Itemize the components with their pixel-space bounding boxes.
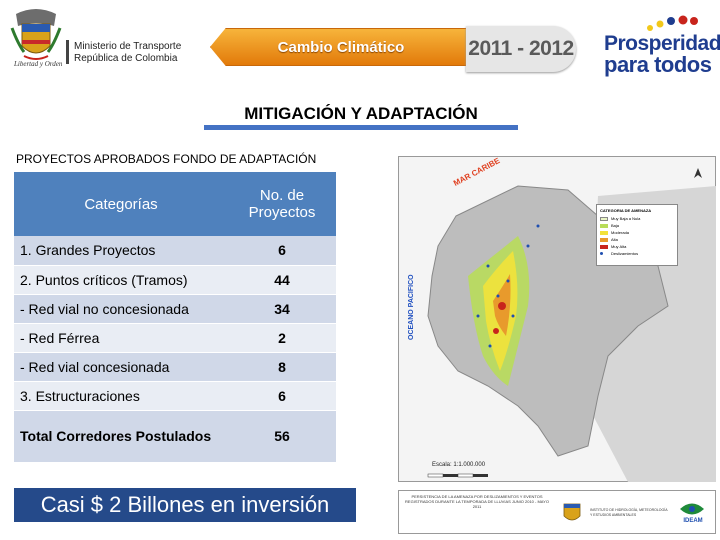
title-underline <box>204 125 518 130</box>
row-count: 8 <box>228 352 336 382</box>
table-row: - Red vial concesionada 8 <box>14 352 336 382</box>
ministry-divider <box>66 40 69 64</box>
legend-item: Muy Baja a Nula <box>600 215 674 222</box>
row-count: 2 <box>228 323 336 353</box>
legend-item: Moderada <box>600 229 674 236</box>
projects-table: Categorías No. de Proyectos 1. Grandes P… <box>14 172 336 463</box>
table-row: 2. Puntos críticos (Tramos) 44 <box>14 265 336 295</box>
map-footer-title: PERSISTENCIA DE LA AMENAZA POR DESLIZAMI… <box>405 494 549 509</box>
header-categories: Categorías <box>14 172 228 236</box>
crest-small-icon <box>563 503 581 521</box>
table-row: 1. Grandes Proyectos 6 <box>14 236 336 266</box>
legend-swatch <box>600 237 608 242</box>
ideam-institute-name: INSTITUTO DE HIDROLOGÍA, METEOROLOGÍA Y … <box>590 508 668 517</box>
legend-item: Alta <box>600 236 674 243</box>
ministry-line-2: República de Colombia <box>74 53 178 64</box>
row-category: - Red vial concesionada <box>14 352 228 382</box>
legend-label: Muy Alta <box>611 244 627 249</box>
legend-swatch <box>600 252 603 255</box>
prosperity-line-2: para todos <box>604 52 712 77</box>
label-pacific-ocean: OCEANO PACIFICO <box>408 274 415 340</box>
table-row: - Red Férrea 2 <box>14 323 336 353</box>
legend-swatch <box>600 244 608 249</box>
table-header-row: Categorías No. de Proyectos <box>14 172 336 236</box>
legend-title: CATEGORIA DE AMENAZA <box>600 208 652 213</box>
banner-shape <box>210 28 472 66</box>
table-row: - Red vial no concesionada 34 <box>14 294 336 324</box>
total-count: 56 <box>228 410 336 463</box>
row-count: 6 <box>228 381 336 411</box>
row-category: - Red vial no concesionada <box>14 294 228 324</box>
legend-item: Muy Alta <box>600 243 674 250</box>
header-project-count: No. de Proyectos <box>228 172 336 236</box>
table-total-row: Total Corredores Postulados 56 <box>14 410 336 463</box>
years-label: 2011 - 2012 <box>468 37 574 60</box>
table-row: 3. Estructuraciones 6 <box>14 381 336 411</box>
ministry-name: Ministerio de Transporte República de Co… <box>74 41 181 65</box>
ideam-logo-icon <box>680 503 704 515</box>
row-count: 34 <box>228 294 336 324</box>
legend-swatch <box>600 230 608 235</box>
row-category: - Red Férrea <box>14 323 228 353</box>
legend-label: Muy Baja a Nula <box>611 216 641 221</box>
legend-swatch <box>600 216 608 221</box>
legend-item: Deslizamientos <box>600 250 674 257</box>
investment-banner: Casi $ 2 Billones en inversión <box>14 488 356 522</box>
years-badge: 2011 - 2012 <box>466 26 576 72</box>
total-category: Total Corredores Postulados <box>14 410 228 463</box>
banner-title: Cambio Climático <box>277 38 405 56</box>
legend-item: Baja <box>600 222 674 229</box>
ideam-logo-text: IDEAM <box>683 518 703 524</box>
section-title: MITIGACIÓN Y ADAPTACIÓN <box>244 104 478 123</box>
row-category: 2. Puntos críticos (Tramos) <box>14 265 228 295</box>
row-category: 1. Grandes Proyectos <box>14 236 228 266</box>
legend-swatch <box>600 223 608 228</box>
map-legend: CATEGORIA DE AMENAZA Muy Baja a Nula Baj… <box>596 204 678 266</box>
legend-label: Baja <box>611 223 620 228</box>
legend-label: Alta <box>611 237 618 242</box>
colombia-coat-of-arms-icon <box>10 9 62 60</box>
crest-caption: Libertad y Orden <box>14 60 63 68</box>
row-count: 6 <box>228 236 336 266</box>
ministry-line-1: Ministerio de Transporte <box>74 41 182 52</box>
map-scale: Escala: 1:1.000.000 <box>432 462 486 468</box>
prosperity-line-1: Prosperidad <box>604 32 720 55</box>
legend-label: Deslizamientos <box>611 251 639 256</box>
legend-label: Moderada <box>611 230 630 235</box>
row-category: 3. Estructuraciones <box>14 381 228 411</box>
prosperity-logo-icon <box>647 15 698 31</box>
table-caption: PROYECTOS APROBADOS FONDO DE ADAPTACIÓN <box>16 152 317 166</box>
map-footer <box>398 490 716 534</box>
row-count: 44 <box>228 265 336 295</box>
